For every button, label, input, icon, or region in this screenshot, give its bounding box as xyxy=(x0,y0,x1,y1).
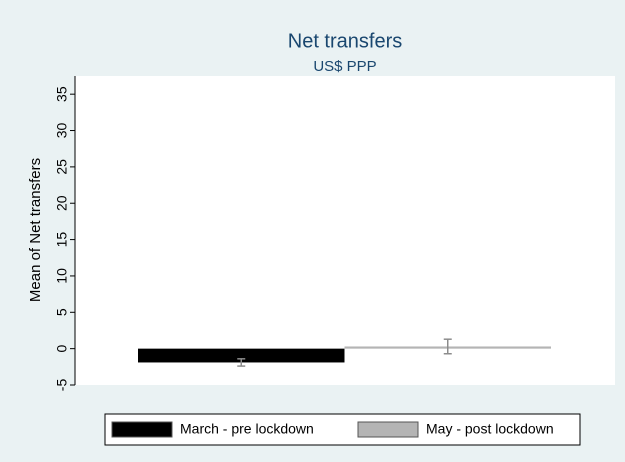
bar xyxy=(138,348,345,363)
chart-title: Net transfers xyxy=(288,30,402,52)
legend xyxy=(104,413,581,446)
y-tick-label: 35 xyxy=(54,86,70,102)
error-bar xyxy=(443,338,452,355)
legend-label: March - pre lockdown xyxy=(180,421,314,437)
legend-label: May - post lockdown xyxy=(426,421,554,437)
y-tick-label: 5 xyxy=(54,308,70,316)
y-tick-label: 10 xyxy=(54,268,70,284)
y-tick-label: 20 xyxy=(54,195,70,211)
y-tick-label: -5 xyxy=(54,379,70,392)
legend-swatch xyxy=(357,421,419,438)
chart-subtitle: US$ PPP xyxy=(313,58,376,75)
y-tick-label: 25 xyxy=(54,159,70,175)
y-tick-label: 15 xyxy=(54,232,70,248)
error-bar xyxy=(237,358,246,367)
y-tick-label: 30 xyxy=(54,123,70,139)
legend-swatch xyxy=(111,421,173,438)
y-axis-title: Mean of Net transfers xyxy=(27,158,44,302)
plot-area xyxy=(75,76,615,385)
y-tick-label: 0 xyxy=(54,345,70,353)
